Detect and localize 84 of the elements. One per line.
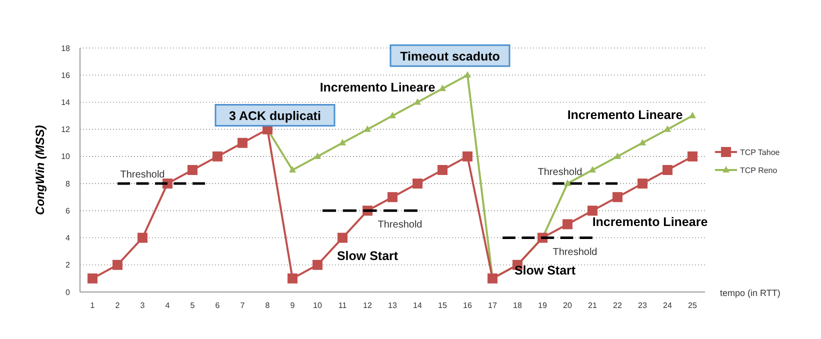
annotation: 3 ACK duplicati — [229, 109, 321, 124]
annotation: Incremento Lineare — [592, 214, 708, 229]
x-axis-title: tempo (in RTT) — [720, 288, 780, 298]
point — [462, 151, 472, 162]
x-tick-label: 25 — [688, 301, 698, 310]
point — [612, 192, 622, 202]
y-tick-label: 18 — [61, 44, 71, 53]
point — [339, 138, 346, 146]
x-tick-label: 7 — [240, 301, 246, 310]
point — [589, 166, 596, 172]
point — [664, 125, 671, 132]
x-tick-label: 18 — [513, 301, 522, 310]
x-tick-label: 10 — [313, 301, 322, 310]
x-tick-label: 11 — [338, 301, 348, 310]
y-tick-label: 8 — [66, 179, 71, 188]
point — [439, 84, 446, 92]
annotation: Threshold — [120, 170, 165, 181]
x-tick-label: 1 — [90, 301, 96, 310]
annotation: Incremento Lineare — [320, 80, 436, 95]
x-tick-label: 2 — [115, 301, 120, 310]
x-tick-label: 19 — [538, 301, 548, 310]
point — [562, 219, 572, 230]
y-tick-label: 10 — [61, 152, 71, 162]
x-tick-label: 24 — [663, 301, 672, 310]
annotation: Incremento Lineare — [567, 108, 683, 122]
x-tick-label: 14 — [413, 301, 422, 310]
x-tick-label: 5 — [190, 301, 196, 310]
point — [338, 232, 348, 243]
annotation: Slow Start — [336, 248, 399, 263]
point — [564, 180, 571, 186]
annotation: Threshold — [538, 166, 582, 178]
point — [88, 273, 98, 284]
point — [689, 112, 696, 118]
point — [364, 125, 371, 132]
point — [138, 232, 148, 243]
point — [289, 166, 296, 172]
y-tick-label: 16 — [61, 70, 71, 80]
y-tick-label: 2 — [66, 260, 71, 270]
point — [112, 260, 122, 270]
point — [388, 192, 398, 202]
point — [288, 273, 298, 284]
x-tick-label: 4 — [165, 301, 170, 310]
x-tick-label: 23 — [638, 301, 648, 310]
point — [188, 165, 198, 175]
annotation: Slow Start — [514, 264, 576, 278]
annotation: Threshold — [378, 220, 422, 231]
x-tick-label: 13 — [388, 301, 398, 310]
point — [314, 152, 321, 159]
x-tick-label: 6 — [215, 301, 220, 310]
x-tick-label: 21 — [588, 301, 598, 310]
y-axis-title: CongWin (MSS) — [33, 125, 47, 215]
point — [414, 98, 421, 105]
legend-label: TCP Reno — [740, 166, 778, 175]
y-tick-label: 14 — [61, 98, 71, 108]
point — [438, 165, 448, 175]
y-tick-label: 6 — [66, 206, 71, 216]
point — [662, 165, 672, 175]
point — [614, 152, 621, 159]
point — [464, 71, 471, 78]
legend-label: TCP Tahoe — [740, 148, 780, 157]
x-tick-label: 15 — [438, 301, 448, 310]
x-tick-label: 22 — [613, 301, 622, 310]
annotation: Timeout scaduto — [400, 50, 500, 64]
point — [389, 112, 396, 118]
point — [412, 178, 422, 189]
point — [639, 138, 646, 146]
y-tick-label: 0 — [66, 288, 71, 297]
x-tick-label: 9 — [290, 301, 296, 310]
point — [212, 151, 222, 162]
x-tick-label: 20 — [563, 301, 572, 310]
y-tick-label: 12 — [61, 125, 71, 134]
point — [312, 260, 322, 270]
annotation: Threshold — [552, 246, 598, 258]
point — [638, 178, 648, 189]
point — [488, 273, 498, 284]
x-tick-label: 8 — [265, 301, 270, 310]
point — [688, 151, 698, 162]
x-tick-label: 12 — [363, 301, 372, 310]
y-tick-label: 4 — [66, 234, 71, 243]
x-tick-label: 16 — [463, 301, 472, 310]
x-tick-label: 3 — [140, 301, 146, 310]
point — [588, 206, 598, 216]
x-tick-label: 17 — [488, 301, 498, 310]
point — [238, 138, 248, 148]
